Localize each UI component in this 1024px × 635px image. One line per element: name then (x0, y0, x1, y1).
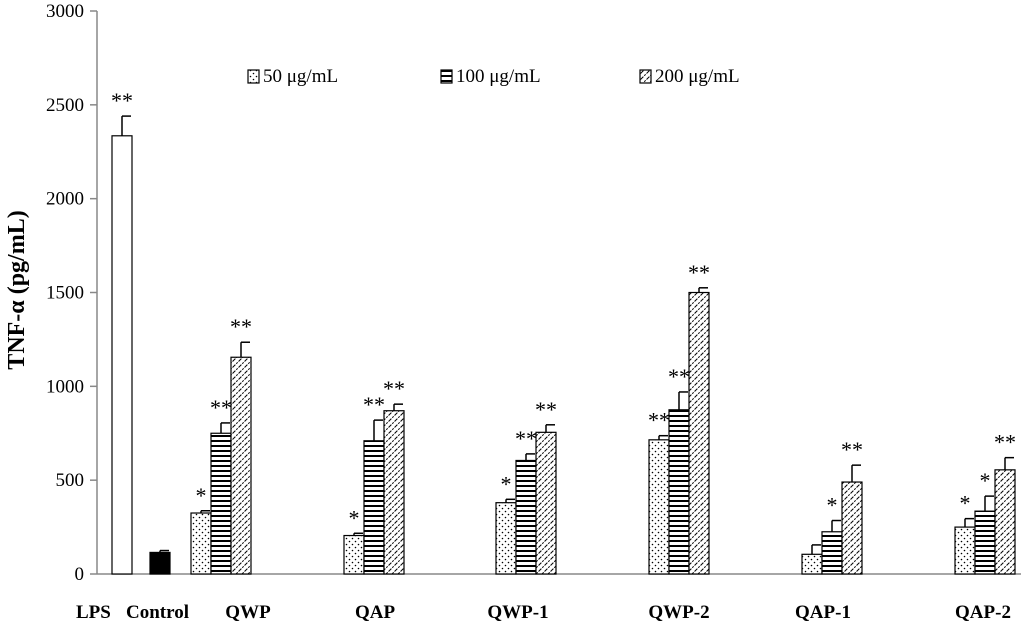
bar-qwp-1-s3 (535, 431, 557, 575)
significance-marker: ** (111, 88, 133, 113)
legend-label: 50 μg/mL (263, 66, 338, 87)
y-axis-label: TNF-α (pg/mL) (4, 210, 30, 369)
legend-swatch (247, 69, 260, 84)
significance-marker: ** (994, 430, 1016, 455)
significance-marker: ** (688, 260, 710, 285)
legend-label: 200 μg/mL (655, 66, 740, 87)
legend-label: 100 μg/mL (456, 66, 541, 87)
bar-lps (111, 135, 133, 575)
bar-qwp-2-s1 (648, 439, 670, 575)
category-label: Control (126, 602, 189, 623)
significance-marker: ** (515, 426, 537, 451)
bar-control (149, 551, 171, 575)
y-tick-label: 0 (75, 564, 85, 585)
significance-marker: * (827, 493, 838, 518)
category-label: QWP-1 (487, 602, 548, 623)
significance-marker: ** (535, 397, 557, 422)
bar-qap-1-s1 (801, 553, 823, 575)
bar-qwp-1-s1 (495, 502, 517, 575)
category-label: LPS (76, 602, 111, 623)
significance-marker: ** (363, 392, 385, 417)
y-tick-label: 2000 (46, 189, 84, 210)
category-label: QWP-2 (648, 602, 709, 623)
category-label: QAP-2 (955, 602, 1011, 623)
significance-marker: * (196, 483, 207, 508)
bar-qap-s3 (383, 410, 405, 575)
bar-qwp-1-s2 (515, 459, 537, 575)
significance-marker: ** (841, 437, 863, 462)
legend-swatch (440, 69, 453, 84)
y-tick-label: 500 (56, 470, 85, 491)
significance-marker: ** (383, 376, 405, 401)
significance-marker: * (349, 505, 360, 530)
bar-qap-2-s2 (974, 510, 996, 575)
category-label: QAP (355, 602, 396, 623)
significance-marker: ** (668, 364, 690, 389)
bar-qap-1-s3 (841, 481, 863, 575)
y-tick-label: 1000 (46, 376, 84, 397)
significance-marker: ** (210, 395, 232, 420)
y-tick-label: 2500 (46, 95, 84, 116)
significance-marker: * (501, 471, 512, 496)
bar-qap-2-s1 (954, 526, 976, 575)
bar-qap-s2 (363, 440, 385, 575)
legend-swatch (639, 69, 652, 84)
bar-qap-2-s3 (994, 469, 1016, 575)
y-tick-label: 3000 (46, 1, 84, 22)
significance-marker: * (980, 468, 991, 493)
significance-marker: ** (230, 314, 252, 339)
bar-qwp-2-s2 (668, 409, 690, 575)
bar-qap-s1 (343, 534, 365, 575)
bar-qwp-s2 (210, 432, 232, 575)
category-label: QAP-1 (795, 602, 851, 623)
bar-qap-1-s2 (821, 531, 843, 575)
bar-qwp-2-s3 (688, 291, 710, 575)
bar-qwp-s1 (190, 512, 212, 575)
category-label: QWP (225, 602, 271, 623)
significance-marker: * (960, 491, 971, 516)
y-tick-label: 1500 (46, 283, 84, 304)
bar-qwp-s3 (230, 356, 252, 575)
significance-marker: ** (648, 408, 670, 433)
